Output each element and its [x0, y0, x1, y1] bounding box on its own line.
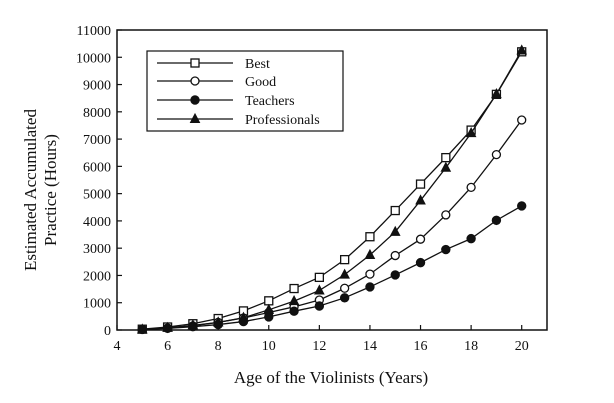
series-line-good [142, 119, 523, 330]
data-point-teachers [491, 215, 502, 226]
x-axis-title: Age of the Violinists (Years) [234, 368, 428, 387]
data-point-best [264, 296, 274, 306]
data-point-professionals [465, 127, 477, 138]
data-point-good [491, 149, 502, 160]
data-point-teachers [314, 301, 325, 311]
data-point-professionals [212, 316, 224, 327]
legend-label-professionals: Professionals [245, 113, 320, 128]
legend-box [146, 50, 344, 132]
data-point-good [339, 283, 350, 293]
plot-frame [116, 29, 548, 331]
data-point-best [289, 283, 299, 294]
data-point-teachers [517, 201, 527, 211]
data-point-professionals [288, 295, 300, 306]
x-tick-label: 4 [114, 339, 121, 354]
y-tick-label: 6000 [83, 160, 111, 175]
legend-marker-good [190, 76, 200, 86]
x-tick-label: 14 [363, 339, 377, 354]
data-point-good [466, 182, 476, 193]
x-tick-label: 16 [414, 339, 428, 354]
data-point-professionals [440, 161, 452, 172]
data-point-professionals [136, 323, 148, 334]
legend-marker-professionals [189, 112, 201, 123]
series-lines [136, 44, 528, 335]
x-tick-label: 10 [262, 339, 276, 354]
data-point-best [314, 272, 325, 283]
x-tick-label: 8 [215, 339, 222, 354]
data-point-professionals [516, 44, 528, 55]
legend-label-best: Best [245, 57, 270, 72]
series-teachers [137, 201, 527, 335]
x-tick-label: 6 [164, 339, 171, 354]
series-line-teachers [142, 205, 523, 331]
legend-marker-best [190, 58, 200, 68]
legend-item-teachers [157, 95, 233, 105]
data-point-teachers [415, 257, 426, 268]
y-tick-label: 5000 [83, 188, 111, 203]
legend-item-best [157, 58, 233, 68]
series-good [137, 115, 527, 334]
y-tick-label: 7000 [83, 133, 111, 148]
data-point-teachers [339, 293, 350, 303]
axes [116, 29, 548, 331]
series-best [137, 47, 527, 334]
data-point-professionals [389, 225, 401, 236]
series-professionals [136, 44, 528, 334]
data-point-teachers [466, 233, 476, 244]
x-tick-label: 12 [312, 339, 326, 354]
data-point-teachers [289, 306, 299, 316]
y-tick-label: 4000 [83, 215, 111, 230]
data-point-good [415, 234, 426, 244]
data-point-professionals [162, 321, 173, 332]
y-tick-label: 2000 [83, 269, 111, 284]
series-line-professionals [142, 50, 523, 331]
data-point-good [390, 250, 400, 261]
data-point-teachers [441, 244, 451, 255]
data-point-teachers [264, 312, 274, 322]
legend: Best Good Teachers Professionals [146, 50, 344, 132]
data-point-professionals [491, 88, 502, 99]
data-point-professionals [415, 194, 426, 205]
y-tick-label: 0 [104, 324, 111, 339]
legend-label-teachers: Teachers [245, 94, 295, 109]
y-tick-label: 1000 [83, 297, 111, 312]
data-point-good [517, 115, 527, 125]
data-point-best [365, 232, 375, 242]
data-point-professionals [263, 303, 275, 314]
data-point-best [415, 179, 426, 189]
data-point-professionals [364, 248, 376, 259]
y-tick-label: 11000 [77, 24, 111, 39]
data-point-professionals [314, 284, 325, 295]
data-point-teachers [390, 270, 400, 280]
y-tick-label: 10000 [76, 51, 111, 66]
series-line-best [142, 51, 523, 330]
y-axis-title-line-1: Estimated Accumulated [21, 109, 40, 271]
y-tick-label: 8000 [83, 106, 111, 121]
y-tick-label: 3000 [83, 242, 111, 257]
x-tick-label: 20 [515, 339, 529, 354]
data-point-best [390, 205, 400, 216]
data-point-good [365, 269, 375, 279]
tick-labels: 4 6 8 10 12 14 16 18 20 0 1000 2000 3000 4000 5000 6000… [76, 24, 529, 354]
legend-item-professionals [157, 112, 233, 123]
data-point-best [339, 254, 350, 265]
data-point-professionals [238, 311, 249, 322]
legend-label-good: Good [245, 75, 276, 90]
data-point-teachers [365, 282, 375, 292]
legend-item-good [157, 76, 233, 86]
data-point-best [441, 152, 451, 163]
y-axis-title-line-2: Practice (Hours) [41, 134, 60, 246]
data-point-professionals [339, 268, 350, 279]
data-point-good [441, 210, 451, 220]
x-tick-label: 18 [464, 339, 478, 354]
data-point-professionals [187, 319, 199, 330]
y-tick-label: 9000 [83, 79, 111, 94]
legend-marker-teachers [190, 95, 200, 105]
